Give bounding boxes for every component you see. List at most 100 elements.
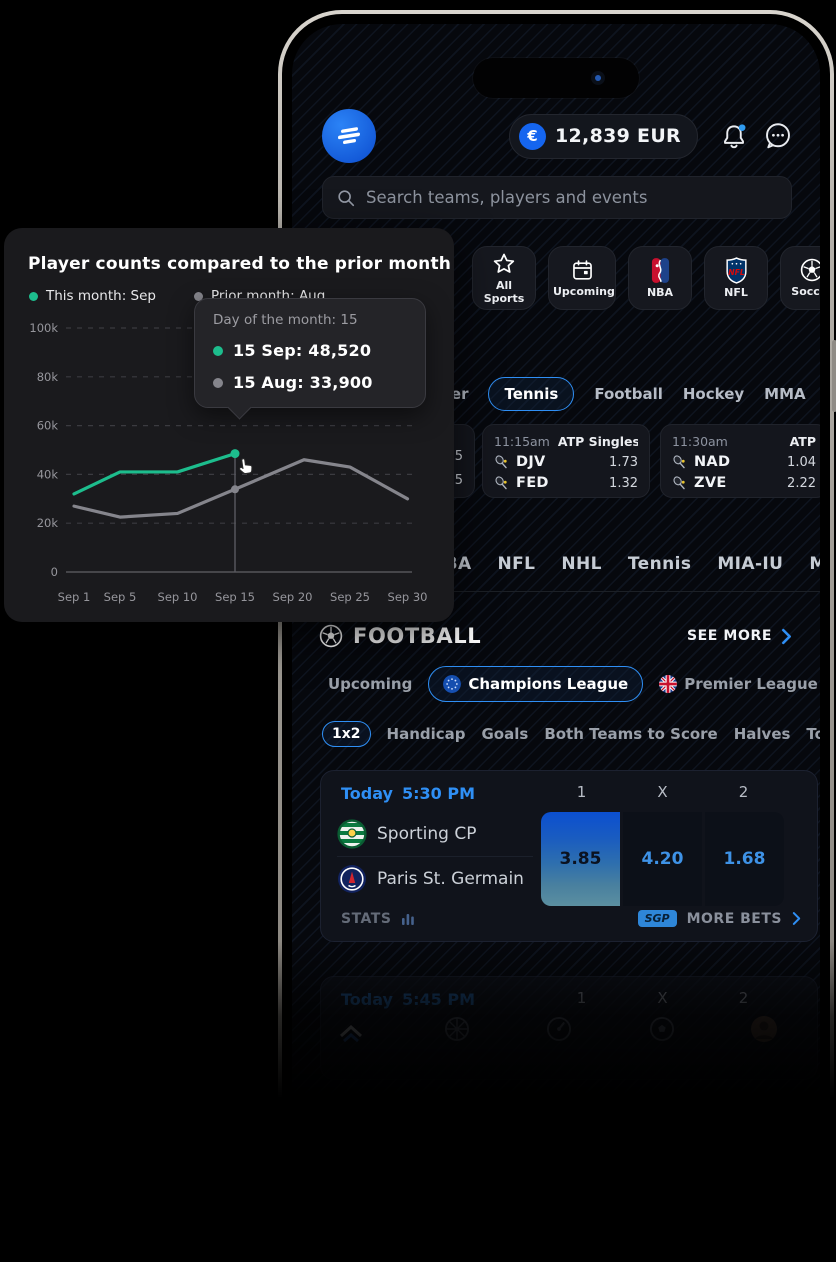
tab-hockey[interactable]: Hockey <box>682 385 745 403</box>
chip-upcoming[interactable]: Upcoming <box>548 246 616 310</box>
bet-type-goals[interactable]: Goals <box>481 725 529 743</box>
odds-cells: 3.85 4.20 1.68 <box>541 812 784 906</box>
legend-dot-green <box>29 291 38 301</box>
away-team-name: Paris St. Germain <box>377 869 524 889</box>
svg-text:100k: 100k <box>29 321 58 335</box>
quick-link-tennis[interactable]: Tennis <box>627 554 692 574</box>
tennis-match-card[interactable]: 11:30am ATP NAD 1.04 <box>660 424 820 498</box>
sporting-cp-crest <box>337 819 367 849</box>
col-2: 2 <box>738 783 749 801</box>
odds-cell-draw[interactable]: 4.20 <box>623 812 702 906</box>
league-label: Champions League <box>468 675 629 693</box>
chip-nfl[interactable]: NFL NFL <box>704 246 768 310</box>
league-chip-premier-league[interactable]: Premier League <box>659 675 818 693</box>
quick-link-mia-iu[interactable]: MIA-IU <box>717 554 784 574</box>
star-icon <box>493 253 515 273</box>
chip-label: NFL <box>724 285 748 299</box>
odds-cell-home-selected[interactable]: 3.85 <box>541 812 620 906</box>
bet-type-halves[interactable]: Halves <box>733 725 791 743</box>
svg-text:Sep 25: Sep 25 <box>330 590 370 604</box>
chevron-right-icon <box>782 628 791 644</box>
tab-mma[interactable]: MMA <box>764 385 806 403</box>
odds-cell-away[interactable]: 1.68 <box>705 812 784 906</box>
analytics-chart-card: Player counts compared to the prior mont… <box>4 228 454 622</box>
search-bar[interactable] <box>322 176 792 219</box>
svg-text:60k: 60k <box>37 419 59 433</box>
quick-link-mlb[interactable]: MLB <box>809 554 820 574</box>
bottom-nav <box>334 1014 778 1044</box>
quick-link-nfl[interactable]: NFL <box>497 554 536 574</box>
tooltip-header: Day of the month: 15 <box>213 312 358 328</box>
match-day: Today <box>341 990 393 1009</box>
tooltip-row-aug: 15 Aug: 33,900 <box>213 373 407 392</box>
chip-nba[interactable]: NBA <box>628 246 692 310</box>
tab-football[interactable]: Football <box>594 385 663 403</box>
home-team-row: Sporting CP <box>337 813 533 855</box>
svg-text:40k: 40k <box>37 467 59 481</box>
bet-type-handicap[interactable]: Handicap <box>386 725 466 743</box>
football-match-card[interactable]: Today 5:30 PM 1 X 2 <box>320 770 818 942</box>
svg-text:Sep 15: Sep 15 <box>215 590 255 604</box>
home-nav-icon[interactable] <box>334 1014 368 1044</box>
league-label: Premier League <box>684 675 818 693</box>
calendar-icon <box>572 259 592 280</box>
odds-value[interactable]: 1.32 <box>609 475 638 491</box>
tournament-name: ATP Singles, Ci... <box>557 434 638 449</box>
cursor-hand-icon <box>234 456 257 483</box>
match-datetime: Today 5:30 PM <box>341 784 475 803</box>
live-nav-icon[interactable] <box>545 1015 573 1043</box>
league-chip-upcoming[interactable]: Upcoming <box>328 675 412 693</box>
phone-mockup: € 12,839 EUR <box>278 10 836 1262</box>
col-x: X <box>657 989 668 1007</box>
phone-screen: € 12,839 EUR <box>292 24 820 1248</box>
sports-nav-icon[interactable] <box>648 1015 676 1043</box>
tennis-racket-icon <box>673 475 685 489</box>
match-time: 5:30 PM <box>401 784 475 803</box>
basketball-nav-icon[interactable] <box>443 1015 471 1043</box>
sport-tab-row: Soccer Tennis Football Hockey MMA Table … <box>412 376 820 412</box>
soccer-ball-icon <box>800 258 820 282</box>
player-code: DJV <box>516 454 546 470</box>
chat-button[interactable] <box>762 120 794 152</box>
legend-item-this-month[interactable]: This month: Sep <box>29 288 156 304</box>
profile-avatar[interactable] <box>750 1015 778 1043</box>
phone-bezel: € 12,839 EUR <box>282 14 830 1258</box>
search-input[interactable] <box>366 188 778 207</box>
stats-button[interactable]: STATS <box>341 910 392 927</box>
tooltip-dot-gray <box>213 377 223 388</box>
divider <box>337 856 533 857</box>
odds-value[interactable]: 1.04 <box>787 454 816 470</box>
odds-value[interactable]: 2.22 <box>787 475 816 491</box>
chart-tooltip: Day of the month: 15 15 Sep: 48,520 15 A… <box>194 298 426 408</box>
tab-tennis[interactable]: Tennis <box>488 377 575 411</box>
quick-link-nhl[interactable]: NHL <box>561 554 602 574</box>
psg-crest <box>338 865 366 893</box>
tennis-match-card[interactable]: 11:15am ATP Singles, Ci... DJV 1.73 <box>482 424 650 498</box>
nba-logo-icon <box>651 257 669 283</box>
app-logo[interactable] <box>322 109 376 163</box>
category-chip-row: All Sports Upcoming <box>472 246 820 310</box>
chip-all-sports[interactable]: All Sports <box>472 246 536 310</box>
team-list: Sporting CP Paris St. Germain <box>337 813 533 900</box>
match-time: 5:45 PM <box>401 990 475 1009</box>
wallet-balance-button[interactable]: € 12,839 EUR <box>509 113 698 159</box>
svg-text:NFL: NFL <box>728 268 745 277</box>
more-bets-button[interactable]: MORE BETS <box>686 910 782 927</box>
league-chip-champions-league[interactable]: Champions League <box>428 666 644 702</box>
bet-type-btts[interactable]: Both Teams to Score <box>544 725 718 743</box>
player-code: FED <box>516 475 549 491</box>
notifications-button[interactable] <box>718 120 750 152</box>
chevron-right-icon <box>792 912 801 925</box>
chip-soccer[interactable]: Soccer <box>780 246 820 310</box>
away-team-row: Paris St. Germain <box>337 858 533 900</box>
chip-label: Soccer <box>791 285 820 299</box>
league-chip-row: Upcoming Champions League <box>328 664 820 704</box>
see-more-button[interactable]: SEE MORE <box>687 628 792 645</box>
svg-text:80k: 80k <box>37 370 59 384</box>
svg-text:Sep 10: Sep 10 <box>158 590 198 604</box>
match-time: 11:15am <box>494 434 550 449</box>
odds-value[interactable]: 1.73 <box>609 454 638 470</box>
bet-type-total-goals[interactable]: Total Goals <box>806 725 820 743</box>
phone-power-button <box>832 340 836 412</box>
bet-type-1x2[interactable]: 1x2 <box>322 721 371 747</box>
